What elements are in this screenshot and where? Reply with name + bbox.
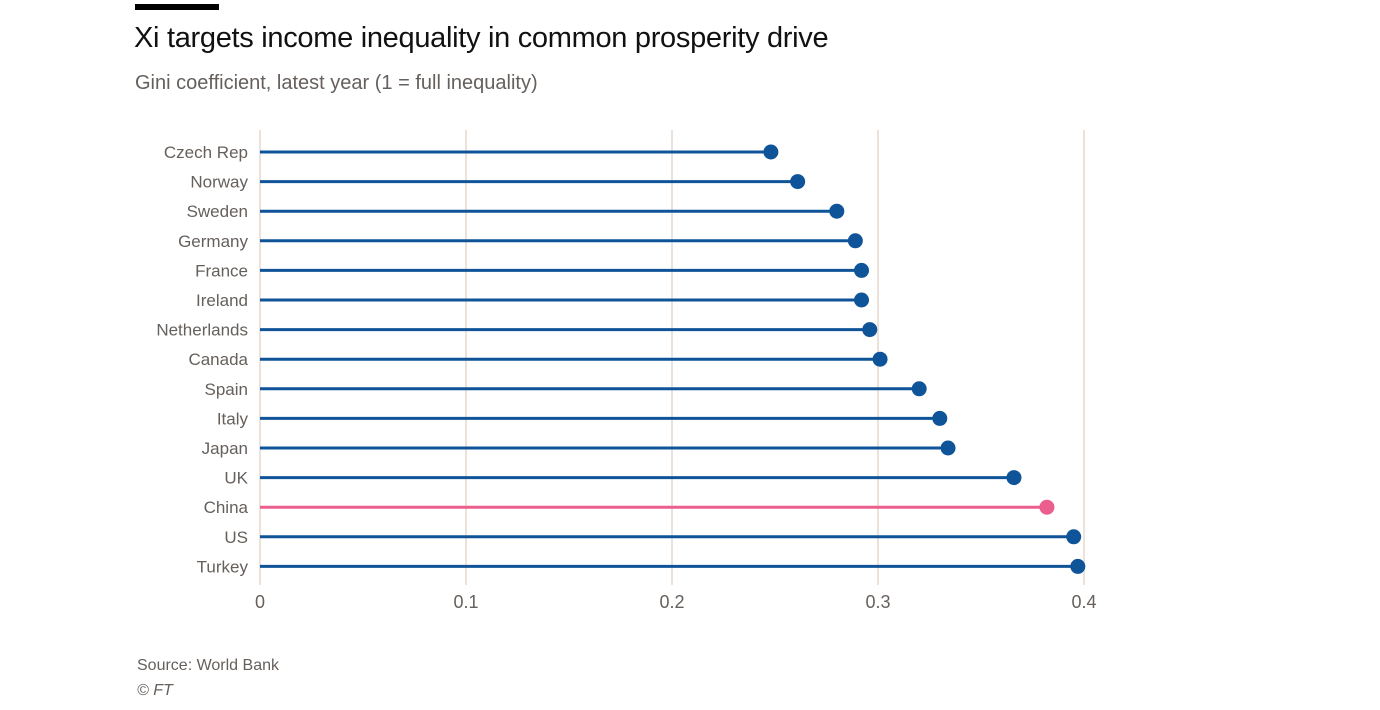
- category-label: China: [204, 498, 249, 517]
- chart-subtitle: Gini coefficient, latest year (1 = full …: [135, 72, 538, 94]
- lollipop-dot: [911, 381, 927, 397]
- x-axis-ticks: 0 0.1 0.2 0.3 0.4: [255, 592, 1097, 612]
- x-tick-label: 0: [255, 592, 265, 612]
- copyright-note: © FT: [137, 682, 173, 699]
- category-labels: Czech Rep Norway Sweden Germany France Irelan…: [156, 143, 248, 576]
- lollipop-dot: [940, 440, 956, 456]
- lollipop-dot: [872, 351, 888, 367]
- category-label: Canada: [188, 350, 248, 369]
- lollipop-dot: [862, 322, 878, 338]
- category-label: Netherlands: [156, 321, 248, 340]
- x-tick-label: 0.2: [659, 592, 684, 612]
- lollipop-marks: [260, 144, 1086, 574]
- lollipop-dot: [763, 144, 779, 160]
- category-label: US: [224, 528, 248, 547]
- source-note: Source: World Bank: [137, 657, 279, 674]
- category-label: Germany: [178, 232, 248, 251]
- category-label: Japan: [202, 439, 248, 458]
- category-label: Spain: [205, 380, 248, 399]
- x-tick-label: 0.3: [865, 592, 890, 612]
- grid-lines: [259, 130, 1085, 585]
- category-label: Sweden: [187, 202, 248, 221]
- x-tick-label: 0.4: [1071, 592, 1096, 612]
- lollipop-dot: [829, 203, 845, 219]
- lollipop-dot: [1066, 529, 1082, 545]
- category-label: Norway: [190, 173, 248, 192]
- lollipop-dot: [932, 410, 948, 426]
- category-label: UK: [224, 469, 248, 488]
- category-label: Ireland: [196, 291, 248, 310]
- lollipop-dot: [790, 174, 806, 190]
- lollipop-dot: [854, 262, 870, 278]
- lollipop-dot: [1070, 558, 1086, 574]
- chart-title: Xi targets income inequality in common p…: [134, 22, 829, 54]
- category-label: Czech Rep: [164, 143, 248, 162]
- lollipop-dot: [847, 233, 863, 249]
- lollipop-dot: [1006, 470, 1022, 486]
- category-label: Italy: [217, 409, 249, 428]
- category-label: France: [195, 261, 248, 280]
- ft-top-bar: [135, 4, 219, 10]
- lollipop-dot: [854, 292, 870, 308]
- lollipop-dot: [1039, 499, 1055, 515]
- x-tick-label: 0.1: [453, 592, 478, 612]
- category-label: Turkey: [197, 557, 249, 576]
